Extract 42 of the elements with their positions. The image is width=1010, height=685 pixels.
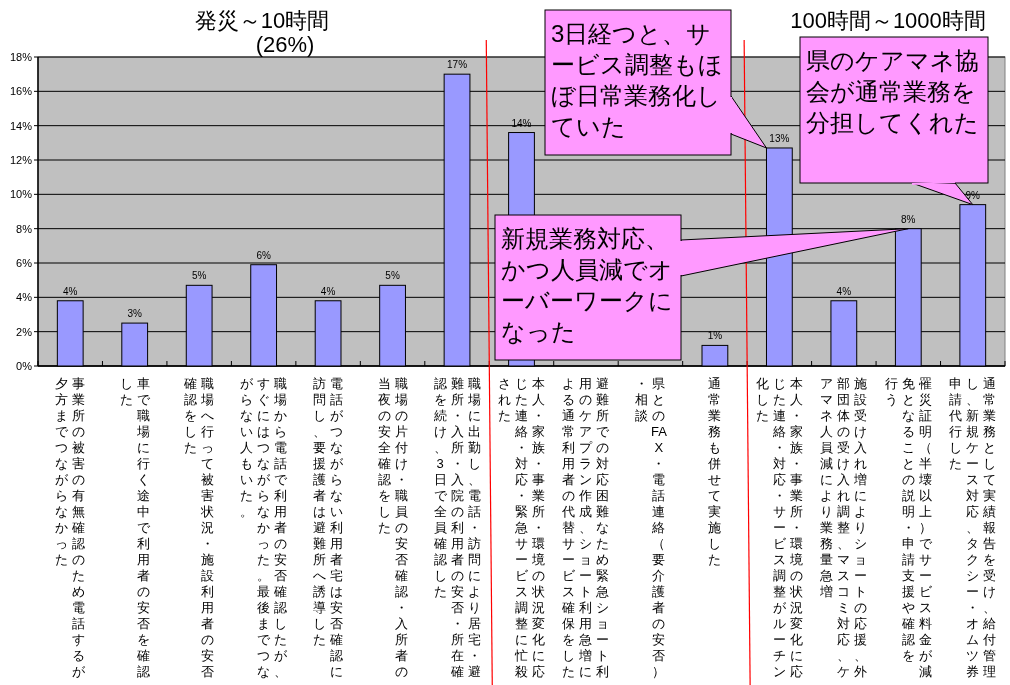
category-label: 職場から電話で利用者の安否確認したが、すぐにはつながらなかった。最後までつながらない人もいた。 bbox=[240, 376, 288, 679]
category-label: 罹災証明（半壊以上）でサービス料金が減免となることの説明・申請支援や確認を行う bbox=[884, 376, 932, 679]
y-tick-label: 10% bbox=[9, 188, 33, 201]
data-label: 6% bbox=[256, 249, 271, 261]
y-tick-label: 2% bbox=[16, 325, 33, 338]
category-label: 施設受け入れ増によりショートの応援、外部団体の受け入れ調整、マスコミ対応、ケアマネ人員減により業務量急増 bbox=[820, 376, 868, 679]
category-label: 本人・家族・事業所・環境の状況変化に応じた連絡・対応・サービス調整がルーチン化した bbox=[755, 376, 803, 679]
y-tick-label: 14% bbox=[9, 119, 33, 132]
data-label: 5% bbox=[385, 270, 400, 282]
text: 発災～10時間 bbox=[194, 7, 330, 35]
annotation: 新規業務対応、かつ人員減でオーバーワークになった bbox=[495, 215, 681, 360]
annotation: 県のケアマネ協会が通常業務を分担してくれた bbox=[800, 37, 988, 183]
data-label: 1% bbox=[707, 330, 723, 342]
category-label: 電話がつながらない利用者宅は安否確認に訪問し、要援護者は避難所へ誘導した bbox=[313, 376, 344, 679]
category-label: 職場に出勤し、電話・訪問により居宅・避難所・入所・入院の利用者の安否・所在確認を続け、3日で全員確認した bbox=[433, 376, 481, 679]
annotation: (26%) bbox=[255, 32, 315, 58]
data-label: 13% bbox=[769, 132, 790, 144]
category-label: 職場へ行って被害状況・施設利用者の安否確認をした bbox=[184, 376, 215, 679]
data-label: 17% bbox=[447, 59, 468, 71]
data-label: 8% bbox=[901, 213, 916, 225]
text: 100時間～1000時間 bbox=[790, 7, 986, 35]
data-label: 3% bbox=[127, 308, 143, 320]
y-tick-label: 16% bbox=[9, 85, 33, 98]
category-label: 車で職場に行く途中で利用者の安否を確認した bbox=[119, 376, 150, 679]
data-label: 5% bbox=[191, 270, 207, 282]
category-label: 事業所の被害の有無確認のため電話するが夕方までつながらなかった bbox=[55, 376, 86, 679]
category-label: 職場の片付け・職員の安否確認・入所者の当夜の安全確認をした bbox=[377, 376, 408, 679]
category-label: 県とのFAX・電話連絡（要介護者の安否）・相談 bbox=[635, 376, 667, 679]
data-label: 4% bbox=[836, 285, 852, 297]
annotation: 3日経つと、サービス調整もほぼ日常業務化していた bbox=[545, 10, 731, 155]
y-tick-label: 0% bbox=[16, 360, 33, 372]
category-label: 通常業務も併せて実施した bbox=[708, 376, 722, 567]
y-tick-label: 6% bbox=[16, 257, 33, 269]
y-tick-label: 18% bbox=[9, 51, 33, 63]
category-label: 通常業務として実績報告を受け、給付管理し、新規ケース対応、タクシー・オムツ券申請代行した bbox=[949, 376, 997, 679]
category-label: 本人・家族・事業所・環境の状況変化に応じた連絡・対応・緊急サービス調整に忙殺された bbox=[498, 376, 545, 679]
data-label: 4% bbox=[320, 285, 336, 297]
y-tick-label: 8% bbox=[16, 222, 33, 235]
category-label: 避難所での対応困難なため緊急ショート利用のケアプラン作成、ショート利用急増による通常利用者の代替サービス確保をした bbox=[562, 376, 610, 679]
data-label: 4% bbox=[63, 285, 78, 297]
y-tick-label: 4% bbox=[16, 291, 33, 304]
y-tick-label: 12% bbox=[9, 154, 33, 166]
